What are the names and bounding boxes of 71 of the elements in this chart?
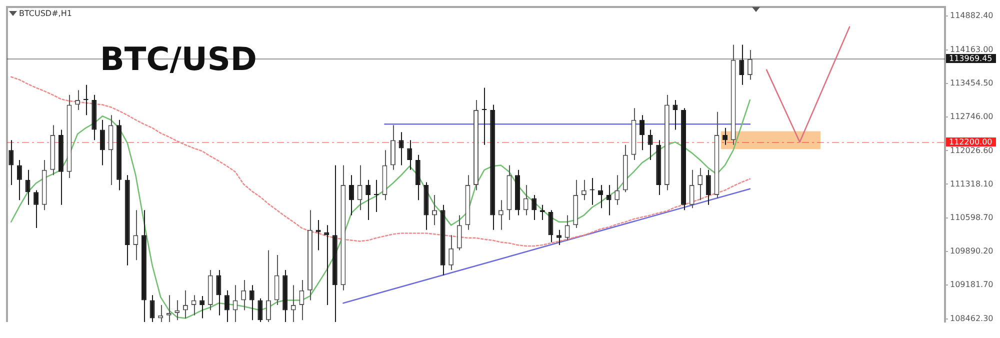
candlestick: [556, 229, 562, 246]
candlestick: [200, 296, 205, 319]
y-tick-label: 108462.30: [950, 314, 994, 324]
candlestick: [672, 100, 678, 130]
y-tick-label: 113454.50: [950, 78, 994, 88]
candlestick: [133, 210, 138, 261]
candlestick: [374, 179, 379, 212]
candlestick: [432, 194, 437, 226]
candlestick: [739, 44, 744, 86]
candlestick: [8, 140, 14, 186]
candlestick: [366, 179, 371, 220]
text: BTC/USD: [100, 40, 257, 78]
y-tick-label: 114163.00: [950, 44, 994, 54]
y-tick-label: 111318.10: [950, 179, 994, 188]
candlestick: [482, 87, 487, 146]
candlestick: [166, 294, 172, 322]
candlestick: [747, 49, 752, 80]
candlestick: [100, 119, 105, 166]
candlestick: [150, 294, 155, 322]
chart-subtitle: BTCUSD#,H1: [19, 9, 72, 18]
y-tick-label: 114882.40: [950, 10, 994, 20]
candlestick: [16, 160, 22, 201]
candlestick: [174, 300, 180, 321]
ref-line-label: 112200.00: [949, 138, 992, 147]
candlestick: [316, 219, 321, 251]
candlestick: [216, 270, 222, 316]
candlestick: [83, 84, 88, 116]
candlestick: [648, 129, 653, 161]
candlestick: [75, 90, 80, 110]
y-tick-label: 112746.00: [950, 112, 994, 121]
ref-line-label: 113969.45: [949, 54, 992, 64]
candlestick: [249, 284, 254, 321]
candlestick: [191, 294, 196, 316]
candlestick: [606, 184, 612, 216]
candlestick: [34, 190, 39, 229]
candlestick: [548, 210, 554, 243]
candlestick: [266, 250, 271, 322]
candlestick: [299, 279, 304, 321]
candlestick: [532, 194, 537, 220]
candlestick: [456, 214, 462, 251]
candlestick: [614, 174, 620, 206]
y-tick-label: 109890.20: [950, 246, 994, 256]
candlestick: [241, 279, 246, 311]
candlestick: [407, 140, 412, 170]
line-series: [10, 76, 751, 247]
y-tick-label: 110598.70: [950, 213, 994, 222]
candlestick: [390, 124, 396, 170]
candlestick: [706, 169, 711, 206]
candlestick: [415, 154, 420, 201]
candlestick: [698, 168, 703, 201]
candlestick: [108, 114, 114, 186]
y-tick-label: 112026.60: [950, 146, 994, 155]
candlestick: [182, 290, 188, 319]
candlestick: [640, 114, 645, 151]
candlestick: [581, 179, 586, 201]
candlestick: [224, 290, 230, 322]
candlestick: [290, 284, 296, 322]
candlestick: [232, 284, 238, 322]
candlestick: [564, 214, 570, 241]
candlestick: [274, 254, 280, 306]
candlestick: [348, 174, 354, 216]
candlestick: [498, 200, 504, 230]
candlestick: [258, 298, 263, 322]
candlestick: [398, 132, 404, 166]
candlestick: [448, 234, 454, 271]
candlestick: [357, 164, 362, 211]
candlestick: [598, 184, 604, 209]
candlestick: [523, 184, 528, 216]
candlestick: [722, 127, 728, 146]
y-tick-label: 109181.70: [950, 280, 994, 290]
candlestick: [689, 169, 694, 209]
